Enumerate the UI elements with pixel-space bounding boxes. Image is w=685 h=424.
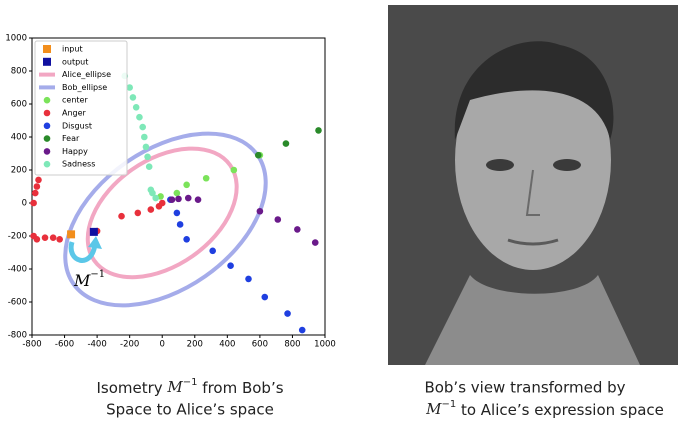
x-tick-label: 600 (252, 340, 268, 350)
ellipse (85, 146, 239, 280)
point (35, 176, 42, 184)
x-tick-label: 1000 (314, 340, 336, 350)
point (33, 183, 41, 190)
legend-box (34, 40, 128, 176)
legend-label: output (62, 57, 88, 66)
point (136, 113, 143, 121)
legend-label: input (62, 45, 83, 54)
legend-label: center (62, 96, 88, 105)
point (118, 212, 125, 220)
legend-swatch (43, 45, 51, 53)
legend-swatch (43, 57, 51, 66)
legend-swatch (43, 160, 51, 168)
point (175, 195, 182, 203)
point (173, 209, 181, 217)
caption-right: Bob’s view transformed by (424, 379, 625, 397)
point (183, 181, 190, 189)
point (202, 174, 210, 182)
caption-left: Isometry M−1 from Bob’s (96, 377, 283, 397)
x-tick-label: -400 (87, 340, 106, 350)
legend-label: Disgust (62, 121, 92, 130)
point (173, 189, 181, 197)
legend-swatch (43, 148, 51, 155)
point (254, 151, 262, 159)
y-tick-label: -200 (8, 232, 27, 242)
x-tick-label: -600 (55, 340, 74, 350)
point (311, 239, 319, 246)
point (144, 153, 151, 161)
point (230, 166, 238, 174)
caption-right-line2: M−1 to Alice’s expression space (425, 399, 664, 419)
point (147, 206, 155, 213)
point (184, 194, 192, 202)
point (33, 236, 41, 243)
legend-swatch (43, 135, 51, 142)
y-tick-label: -800 (8, 331, 27, 341)
point (56, 236, 63, 243)
photo (388, 5, 678, 365)
point (274, 216, 282, 223)
point (284, 310, 291, 317)
legend: input output Alice_ellipse Bob_ellipsecente… (34, 40, 128, 176)
point (152, 194, 160, 202)
y-tick-label: 800 (11, 67, 27, 77)
x-tick-label: 0 (160, 340, 165, 350)
point (89, 227, 98, 236)
point (158, 199, 166, 207)
point (132, 104, 140, 111)
legend-label: Happy (62, 147, 88, 156)
legend-label: Alice_ellipse (62, 70, 111, 79)
point (139, 123, 146, 131)
point (141, 133, 148, 141)
point (298, 326, 306, 334)
point (126, 84, 133, 91)
point (245, 275, 252, 283)
point (227, 262, 234, 270)
point (183, 236, 190, 243)
annotation: M−1 (73, 269, 105, 290)
point (129, 94, 137, 101)
y-tick-label: -400 (8, 265, 27, 275)
legend-label: Bob_ellipse (62, 83, 107, 92)
point (145, 163, 153, 170)
point (315, 127, 322, 134)
point (168, 196, 176, 203)
point (49, 234, 57, 241)
point (194, 196, 202, 203)
point (30, 199, 37, 207)
point (142, 143, 150, 151)
legend-swatch (43, 109, 51, 117)
x-tick-label: -800 (22, 340, 41, 350)
legend-label: Fear (62, 134, 80, 143)
legend-label: Anger (62, 109, 87, 118)
y-tick-label: 400 (11, 133, 27, 143)
point (176, 221, 184, 228)
arrow (68, 236, 102, 263)
y-tick-label: 200 (11, 166, 27, 176)
caption-left-line2: Space to Alice’s space (106, 401, 274, 419)
y-tick-label: 600 (11, 100, 27, 110)
point (31, 189, 39, 197)
legend-label: Sadness (62, 160, 95, 169)
point (256, 207, 264, 215)
x-tick-label: 400 (219, 340, 235, 350)
plot: -800 -600 -400 -200 0 200 400 600 800 1000 -800 -60… (5, 34, 335, 350)
legend-swatch (43, 96, 51, 104)
y-tick-label: 0 (22, 199, 27, 209)
legend-swatch (43, 122, 51, 130)
x-tick-label: 800 (284, 340, 300, 350)
point (134, 209, 142, 217)
point (149, 189, 156, 197)
point (67, 230, 76, 239)
point (261, 293, 269, 301)
x-tick-label: -200 (120, 340, 139, 350)
x-tick-label: 200 (187, 340, 203, 350)
point (282, 140, 290, 147)
point (294, 226, 301, 233)
point (41, 234, 49, 241)
y-tick-label: -600 (8, 298, 27, 308)
y-tick-label: 1000 (5, 34, 27, 44)
point (209, 247, 216, 255)
